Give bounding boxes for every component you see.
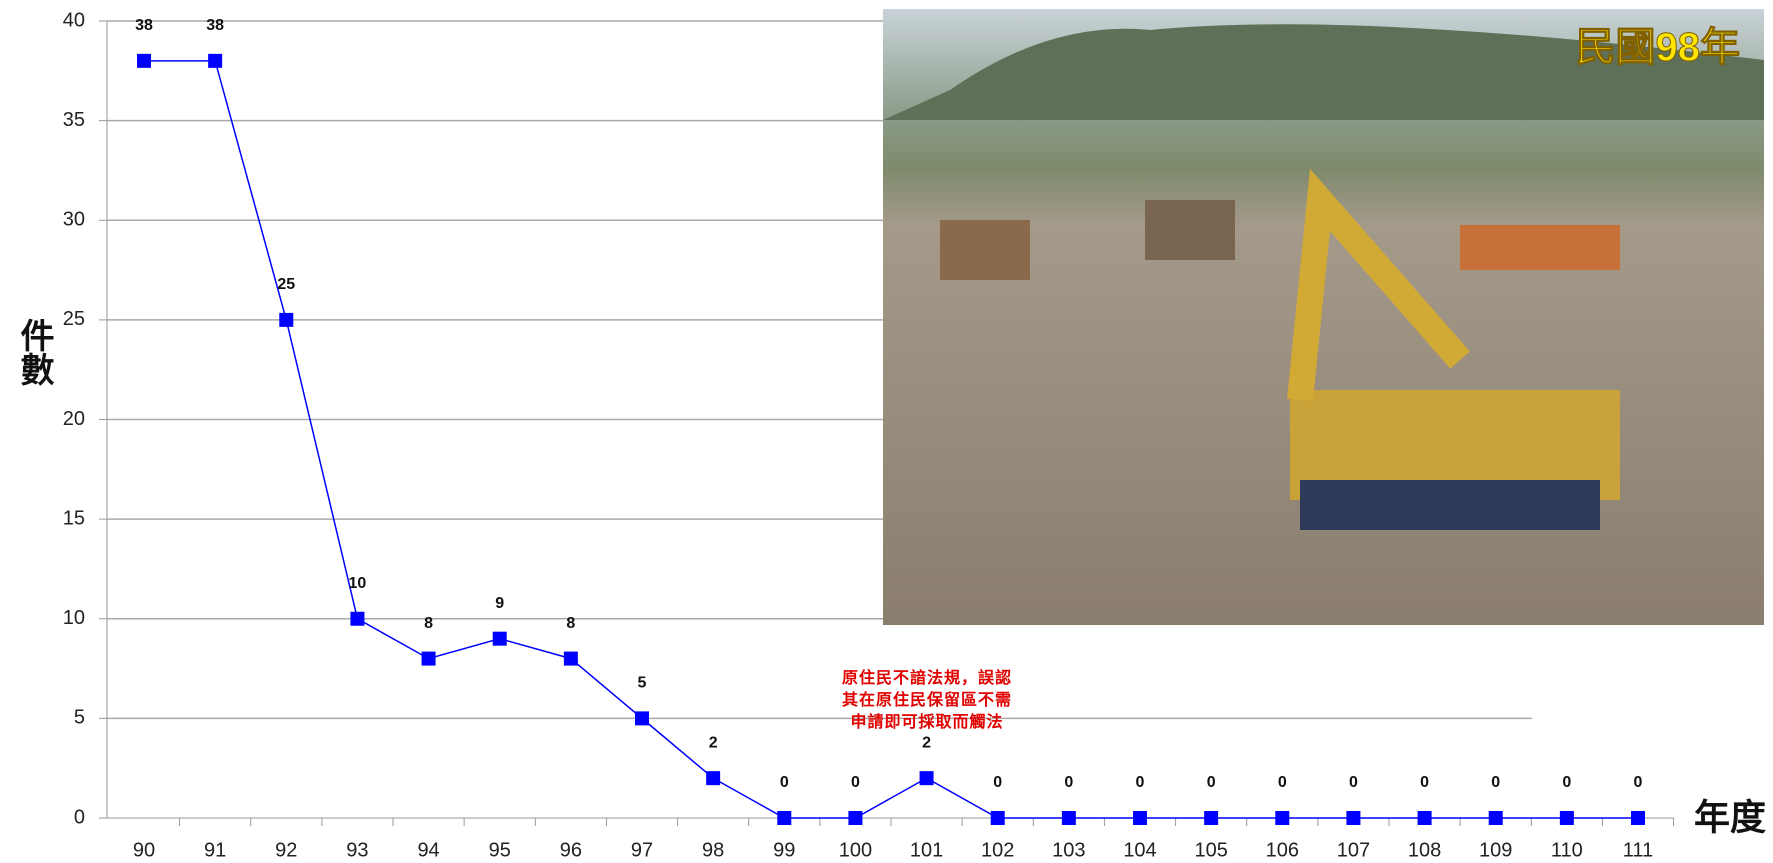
- data-point: [991, 811, 1005, 825]
- data-label: 0: [1420, 774, 1429, 791]
- data-label: 0: [1634, 774, 1643, 791]
- excavator-body: [1300, 480, 1600, 530]
- y-axis-title: 件數: [15, 318, 54, 387]
- y-tick-label: 15: [63, 507, 85, 529]
- photo: 民國98年: [883, 9, 1764, 625]
- data-point: [1346, 811, 1360, 825]
- annotation: 其在原住民保留區不需: [842, 690, 1012, 709]
- annotation: 申請即可採取而觸法: [850, 712, 1003, 731]
- x-tick-label: 104: [1123, 839, 1156, 861]
- data-point: [137, 54, 151, 68]
- y-tick-label: 5: [74, 707, 85, 729]
- data-point: [1489, 811, 1503, 825]
- y-tick-label: 30: [63, 209, 85, 231]
- annotation: 原住民不諳法規，誤認: [842, 668, 1012, 687]
- truck: [1145, 200, 1235, 260]
- data-point: [1204, 811, 1218, 825]
- x-tick-label: 111: [1623, 839, 1653, 861]
- data-point: [564, 652, 578, 666]
- x-tick-label: 108: [1408, 839, 1441, 861]
- data-point: [1418, 811, 1432, 825]
- x-tick-label: 93: [346, 839, 368, 861]
- data-point: [1631, 811, 1645, 825]
- data-point: [1062, 811, 1076, 825]
- data-label: 0: [993, 774, 1002, 791]
- truck: [940, 220, 1030, 280]
- data-label: 10: [349, 575, 367, 592]
- data-label: 0: [780, 774, 789, 791]
- chart: 0510152025303540909192939495969798991001…: [0, 0, 1773, 863]
- y-tick-label: 0: [74, 806, 85, 828]
- data-point: [493, 632, 507, 646]
- data-point: [706, 771, 720, 785]
- x-tick-label: 105: [1194, 839, 1227, 861]
- image-caption: 民國98年: [1576, 26, 1741, 70]
- x-tick-label: 91: [204, 839, 226, 861]
- data-point: [1275, 811, 1289, 825]
- x-axis-title: 年度: [1694, 797, 1766, 838]
- y-tick-label: 20: [63, 408, 85, 430]
- data-label: 0: [851, 774, 860, 791]
- data-label: 38: [206, 17, 224, 34]
- x-tick-label: 103: [1052, 839, 1085, 861]
- y-tick-label: 40: [63, 9, 85, 31]
- data-point: [635, 711, 649, 725]
- data-label: 0: [1349, 774, 1358, 791]
- data-point: [1133, 811, 1147, 825]
- x-tick-label: 97: [631, 839, 653, 861]
- data-point: [422, 652, 436, 666]
- x-tick-label: 102: [981, 839, 1014, 861]
- x-tick-label: 106: [1266, 839, 1299, 861]
- data-point: [279, 313, 293, 327]
- data-point: [848, 811, 862, 825]
- data-label: 0: [1562, 774, 1571, 791]
- truck: [1460, 225, 1620, 270]
- data-point: [777, 811, 791, 825]
- y-tick-label: 35: [63, 109, 85, 131]
- x-tick-label: 109: [1479, 839, 1512, 861]
- x-tick-label: 101: [910, 839, 943, 861]
- x-tick-label: 94: [417, 839, 439, 861]
- data-point: [208, 54, 222, 68]
- x-tick-label: 98: [702, 839, 724, 861]
- data-label: 0: [1136, 774, 1145, 791]
- y-tick-label: 25: [63, 308, 85, 330]
- data-label: 5: [638, 675, 647, 692]
- data-point: [350, 612, 364, 626]
- data-label: 8: [424, 615, 433, 632]
- x-tick-label: 107: [1337, 839, 1370, 861]
- data-point: [920, 771, 934, 785]
- data-label: 2: [922, 734, 931, 751]
- data-label: 0: [1064, 774, 1073, 791]
- data-label: 25: [277, 276, 295, 293]
- data-label: 0: [1207, 774, 1216, 791]
- x-tick-label: 90: [133, 839, 155, 861]
- data-label: 8: [566, 615, 575, 632]
- data-point: [1560, 811, 1574, 825]
- data-label: 38: [135, 17, 153, 34]
- data-label: 0: [1278, 774, 1287, 791]
- x-tick-label: 96: [560, 839, 582, 861]
- y-tick-label: 10: [63, 607, 85, 629]
- data-label: 0: [1491, 774, 1500, 791]
- x-tick-label: 100: [839, 839, 872, 861]
- x-tick-label: 95: [489, 839, 511, 861]
- x-tick-label: 92: [275, 839, 297, 861]
- data-label: 9: [495, 595, 504, 612]
- x-tick-label: 110: [1551, 839, 1583, 861]
- x-tick-label: 99: [773, 839, 795, 861]
- data-label: 2: [709, 734, 718, 751]
